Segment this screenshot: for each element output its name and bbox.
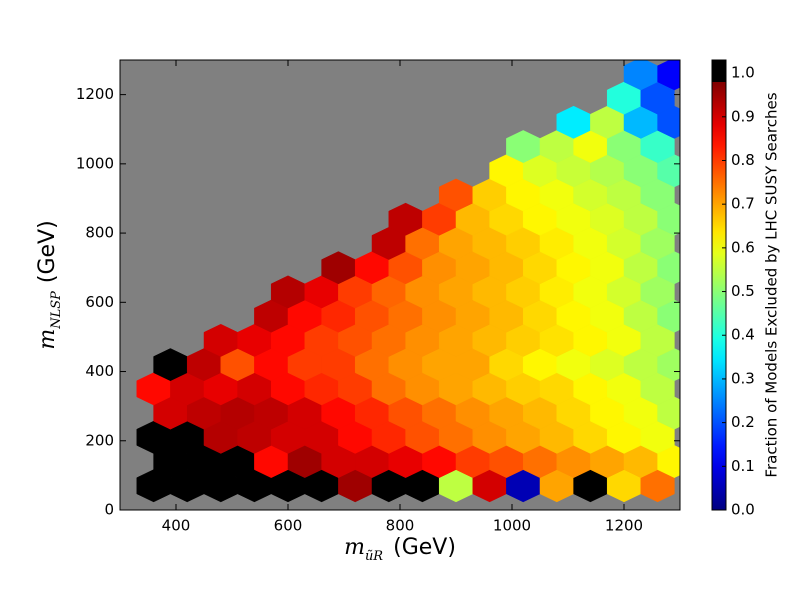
colorbar-label: Fraction of Models Excluded by LHC SUSY …	[763, 92, 781, 477]
y-tick-label: 1200	[76, 85, 114, 103]
y-label-unit: (GeV)	[35, 220, 60, 283]
x-label-symbol: m	[344, 535, 365, 560]
colorbar-tick-label: 0.4	[731, 326, 755, 344]
y-tick-label: 200	[85, 431, 114, 449]
y-tick-label: 400	[85, 362, 114, 380]
y-label-subscript: NLSP	[49, 291, 64, 330]
colorbar-tick-label: 0.1	[731, 457, 755, 475]
y-axis-label: mNLSP (GeV)	[35, 220, 64, 349]
x-label-unit: (GeV)	[393, 535, 456, 560]
colorbar-frame	[711, 59, 727, 511]
colorbar-tick-label: 0.5	[731, 282, 755, 300]
y-label-symbol: m	[35, 329, 60, 350]
y-tick-label: 0	[104, 501, 114, 519]
hex-layer	[136, 60, 680, 503]
colorbar-tick-label: 1.0	[731, 64, 755, 82]
x-tick-label: 600	[274, 517, 303, 535]
colorbar-tick-label: 0.8	[731, 151, 755, 169]
colorbar-tick-label: 0.9	[731, 107, 755, 125]
colorbar-tick-label: 0.0	[731, 501, 755, 519]
colorbar-tick-label: 0.6	[731, 238, 755, 256]
y-tick-label: 600	[85, 293, 114, 311]
colorbar-tick-label: 0.3	[731, 369, 755, 387]
x-tick-label: 1000	[493, 517, 531, 535]
y-tick-label: 800	[85, 224, 114, 242]
x-axis-label: mũR (GeV)	[344, 535, 456, 564]
x-tick-label: 400	[162, 517, 191, 535]
x-tick-label: 1200	[605, 517, 643, 535]
colorbar-tick-label: 0.7	[731, 195, 755, 213]
x-label-subscript: ũR	[365, 549, 383, 564]
colorbar	[712, 60, 726, 510]
y-tick-label: 1000	[76, 154, 114, 172]
colorbar-tick-label: 0.2	[731, 413, 755, 431]
hex-cell	[657, 60, 680, 91]
x-tick-label: 800	[386, 517, 415, 535]
